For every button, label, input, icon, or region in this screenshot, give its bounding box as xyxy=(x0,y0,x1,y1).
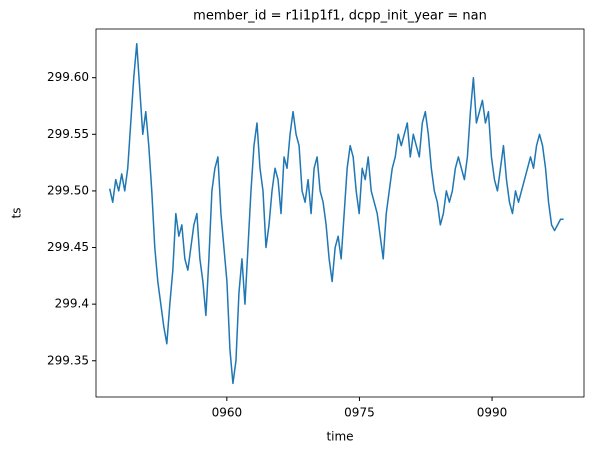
plot-frame xyxy=(95,28,585,398)
y-tick-label: 299.4 xyxy=(55,297,89,311)
y-tick-label: 299.35 xyxy=(47,353,89,367)
y-axis-label: ts xyxy=(10,208,24,219)
y-tick-label: 299.45 xyxy=(47,240,89,254)
data-line xyxy=(108,42,564,385)
y-tick-label: 299.60 xyxy=(47,70,89,84)
x-tick-label: 0960 xyxy=(212,406,243,420)
y-tick-label: 299.55 xyxy=(47,127,89,141)
x-axis-label: time xyxy=(326,430,353,444)
x-tick-label: 0990 xyxy=(477,406,508,420)
chart-title: member_id = r1i1p1f1, dcpp_init_year = n… xyxy=(193,9,487,24)
x-tick-label: 0975 xyxy=(344,406,375,420)
y-tick-label: 299.50 xyxy=(47,183,89,197)
